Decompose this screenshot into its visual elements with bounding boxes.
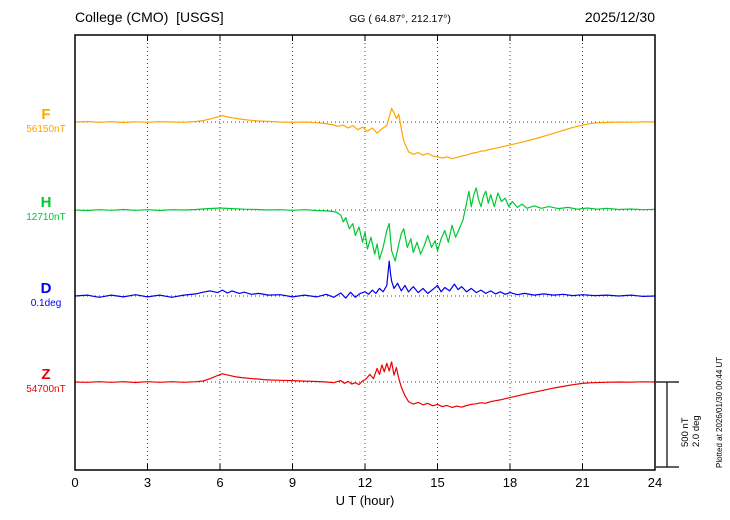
- x-tick-label: 15: [430, 475, 444, 490]
- channel-label-Z: Z 54700nT: [8, 366, 84, 395]
- scale-label-500nt: 500 nT: [680, 417, 691, 447]
- channel-name-D: D: [40, 280, 52, 297]
- channel-label-D: D 0.1deg: [8, 280, 84, 309]
- x-tick-label: 6: [216, 475, 223, 490]
- channel-baseline-D: 0.1deg: [30, 297, 62, 309]
- x-tick-label: 3: [144, 475, 151, 490]
- plot-frame: [74, 34, 656, 471]
- channel-name-Z: Z: [41, 366, 51, 383]
- plot-date: 2025/12/30: [584, 9, 655, 25]
- x-tick-label: 21: [575, 475, 589, 490]
- x-tick-label: 18: [503, 475, 517, 490]
- channel-name-F: F: [41, 106, 51, 123]
- channel-label-F: F 56150nT: [8, 106, 84, 135]
- trace-D: [74, 260, 656, 299]
- x-axis-label: U T (hour): [336, 493, 395, 508]
- station-title: College (CMO) [USGS]: [75, 9, 224, 25]
- channel-baseline-H: 12710nT: [26, 211, 66, 223]
- trace-H: [74, 187, 656, 262]
- x-tick-label: 0: [71, 475, 78, 490]
- channel-name-H: H: [40, 194, 52, 211]
- plot-dynamic-layer: 0 3 6 9 12 15 18 21 24: [71, 34, 662, 490]
- gg-coordinates: GG ( 64.87°, 212.17°): [349, 13, 451, 25]
- channel-baseline-Z: 54700nT: [26, 383, 66, 395]
- trace-F: [74, 107, 656, 160]
- x-tick-label: 9: [289, 475, 296, 490]
- scale-label-2deg: 2.0 deg: [691, 415, 702, 447]
- plotted-at-note: Plotted at 2026/01/30 00:44 UT: [715, 357, 724, 468]
- scale-bar: [656, 381, 679, 468]
- x-tick-label: 12: [358, 475, 372, 490]
- channel-label-H: H 12710nT: [8, 194, 84, 223]
- channel-baseline-F: 56150nT: [26, 123, 66, 135]
- x-tick-label: 24: [648, 475, 662, 490]
- trace-Z: [74, 361, 656, 409]
